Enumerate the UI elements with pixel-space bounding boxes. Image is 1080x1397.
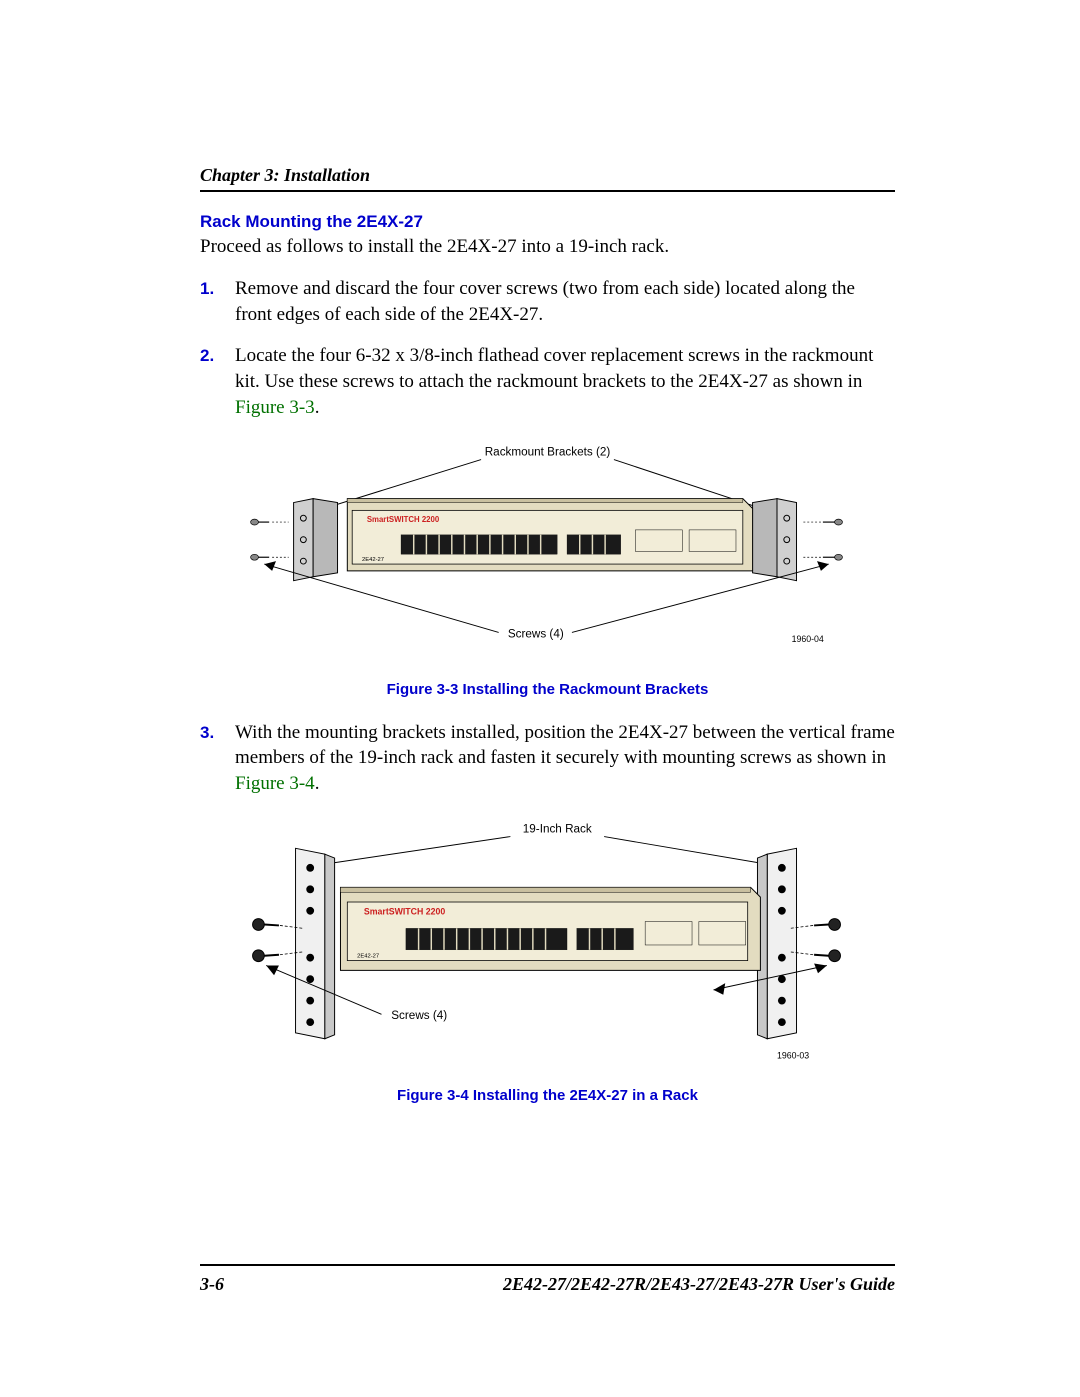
device-brand: SmartSWITCH 2200 (367, 515, 440, 524)
figure-3-3-svg: Rackmount Brackets (2) (235, 442, 860, 667)
step-text-b: . (315, 397, 320, 418)
step-num: 1. (200, 276, 235, 327)
fig2-label-top: 19-Inch Rack (523, 822, 592, 835)
chapter-label: Chapter 3: Installation (200, 165, 370, 185)
figure-ref[interactable]: Figure 3-3 (235, 397, 315, 418)
figure-3-3-caption: Figure 3-3 Installing the Rackmount Brac… (200, 681, 895, 698)
footer-title: 2E42-27/2E42-27R/2E43-27/2E43-27R User's… (503, 1274, 895, 1295)
screw-left (251, 519, 289, 560)
device-model: 2E42-27 (362, 557, 384, 563)
figure-3-4: 19-Inch Rack (235, 819, 860, 1073)
device-chassis: SmartSWITCH 2200 2E42-27 (340, 887, 760, 970)
mounting-screws-right (790, 918, 841, 961)
step-1: 1. Remove and discard the four cover scr… (200, 276, 895, 327)
figure-3-4-svg: 19-Inch Rack (235, 819, 860, 1073)
step-body: Remove and discard the four cover screws… (235, 276, 895, 327)
page-footer: 3-6 2E42-27/2E42-27R/2E43-27/2E43-27R Us… (200, 1264, 895, 1295)
step-2: 2. Locate the four 6-32 x 3/8-inch flath… (200, 343, 895, 420)
step-text-a: Locate the four 6-32 x 3/8-inch flathead… (235, 345, 873, 392)
step-3: 3. With the mounting brackets installed,… (200, 720, 895, 797)
step-text-a: With the mounting brackets installed, po… (235, 722, 895, 769)
step-num: 2. (200, 343, 235, 420)
step-body: With the mounting brackets installed, po… (235, 720, 895, 797)
screw-right (803, 519, 842, 560)
fig1-label-top: Rackmount Brackets (2) (485, 446, 611, 459)
right-rack-rail (757, 848, 796, 1038)
fig1-drawing-id: 1960-04 (792, 634, 824, 644)
fig2-label-bottom: Screws (4) (391, 1009, 447, 1022)
figure-ref[interactable]: Figure 3-4 (235, 773, 315, 794)
page-number: 3-6 (200, 1274, 224, 1295)
page-header: Chapter 3: Installation (200, 165, 895, 192)
right-bracket (753, 499, 797, 581)
device-model: 2E42-27 (357, 953, 379, 959)
step-body: Locate the four 6-32 x 3/8-inch flathead… (235, 343, 895, 420)
left-bracket (294, 499, 338, 581)
figure-3-4-caption: Figure 3-4 Installing the 2E4X-27 in a R… (200, 1087, 895, 1104)
intro-text: Proceed as follows to install the 2E4X-2… (200, 236, 895, 258)
left-rack-rail (296, 848, 335, 1038)
figure-3-3: Rackmount Brackets (2) (235, 442, 860, 667)
device-chassis: SmartSWITCH 2200 2E42-27 (347, 499, 752, 571)
fig2-drawing-id: 1960-03 (777, 1050, 809, 1060)
device-brand: SmartSWITCH 2200 (364, 906, 445, 916)
step-num: 3. (200, 720, 235, 797)
section-heading: Rack Mounting the 2E4X-27 (200, 212, 895, 232)
fig1-label-bottom: Screws (4) (508, 628, 564, 641)
step-text-b: . (315, 773, 320, 794)
